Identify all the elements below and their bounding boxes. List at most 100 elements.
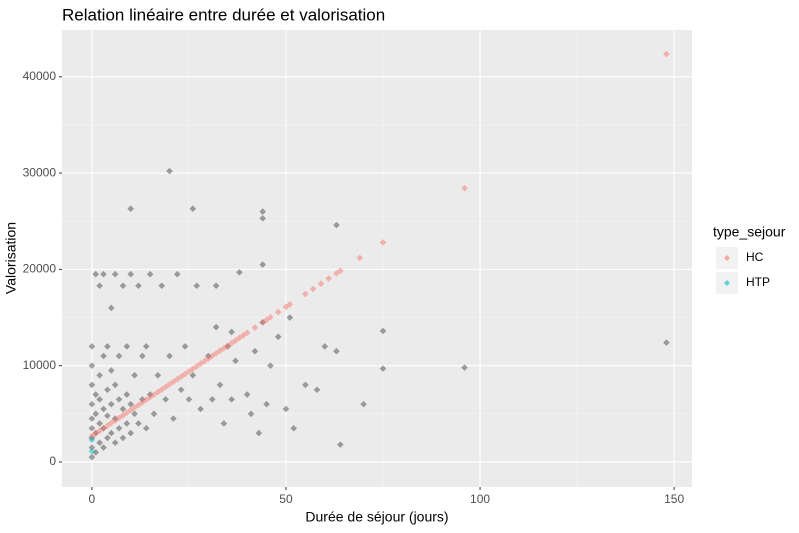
point: [88, 448, 96, 455]
legend-symbol: [724, 280, 730, 286]
point: [274, 308, 282, 316]
point: [166, 352, 173, 360]
point: [158, 386, 166, 393]
point: [216, 381, 224, 389]
point: [228, 396, 235, 403]
point: [313, 386, 321, 394]
point: [282, 405, 290, 413]
point: [181, 343, 189, 350]
point: [232, 337, 239, 344]
point: [111, 381, 119, 389]
point: [142, 424, 150, 432]
point: [139, 399, 146, 406]
y-tick-label: 40000: [23, 69, 57, 83]
point: [212, 282, 220, 290]
point: [162, 396, 169, 403]
point: [104, 434, 111, 442]
point: [119, 282, 127, 290]
point: [356, 254, 364, 262]
point: [189, 205, 197, 213]
point: [92, 410, 100, 418]
point: [181, 370, 189, 378]
point: [333, 221, 340, 229]
point: [88, 436, 96, 444]
y-axis-label: Valorisation: [3, 222, 19, 294]
point: [170, 378, 177, 386]
point: [123, 391, 131, 398]
point: [251, 324, 259, 331]
point: [142, 343, 150, 350]
point: [309, 285, 317, 293]
y-tick-label: 30000: [23, 165, 57, 179]
point: [379, 365, 387, 372]
point: [92, 391, 100, 398]
x-tick-label: 100: [470, 492, 490, 506]
point: [104, 412, 111, 420]
point: [189, 365, 197, 373]
marks: [88, 50, 670, 461]
point: [232, 357, 239, 365]
point: [119, 405, 127, 413]
point: [146, 393, 154, 401]
point: [282, 303, 290, 311]
point: [123, 343, 131, 350]
point: [107, 304, 115, 312]
point: [88, 362, 96, 369]
x-axis-label: Durée de séjour (jours): [305, 509, 448, 525]
point: [115, 396, 123, 403]
point: [154, 388, 162, 396]
point: [333, 270, 340, 277]
point: [162, 383, 169, 391]
x-tick-label: 50: [279, 492, 293, 506]
legend-label: HC: [746, 250, 764, 264]
x-tick-label: 0: [89, 492, 96, 506]
point: [173, 270, 181, 278]
point: [88, 381, 96, 389]
point: [259, 215, 266, 222]
point: [92, 270, 100, 278]
point: [228, 328, 235, 336]
point: [317, 280, 325, 288]
chart-title: Relation linéaire entre durée et valoris…: [62, 5, 385, 24]
legend-label: HTP: [746, 275, 770, 289]
point: [123, 420, 131, 427]
point: [208, 396, 216, 403]
point: [216, 347, 224, 355]
point: [127, 429, 135, 437]
point: [193, 282, 200, 290]
point: [333, 347, 340, 355]
legend-symbol: [724, 255, 730, 261]
point: [274, 333, 282, 341]
point: [286, 314, 294, 321]
point: [259, 208, 266, 215]
point: [127, 205, 135, 213]
point: [100, 270, 107, 278]
point: [107, 419, 115, 427]
point: [119, 434, 127, 442]
point: [96, 282, 103, 290]
legend-title: type_sejour: [713, 224, 786, 240]
point: [267, 313, 274, 321]
point: [201, 357, 208, 365]
point: [325, 275, 332, 282]
point: [173, 375, 181, 383]
point: [150, 410, 158, 418]
point: [135, 420, 142, 427]
point: [100, 405, 107, 413]
point: [142, 396, 150, 404]
point: [146, 270, 154, 278]
point: [154, 372, 162, 379]
point: [236, 334, 243, 342]
point: [135, 401, 142, 409]
point: [104, 343, 111, 350]
point: [224, 342, 232, 349]
point: [267, 362, 274, 369]
point: [115, 424, 123, 432]
point: [263, 400, 270, 408]
point: [88, 432, 96, 440]
grid: [62, 30, 692, 487]
point: [139, 352, 146, 360]
point: [379, 239, 387, 246]
point: [663, 50, 670, 58]
